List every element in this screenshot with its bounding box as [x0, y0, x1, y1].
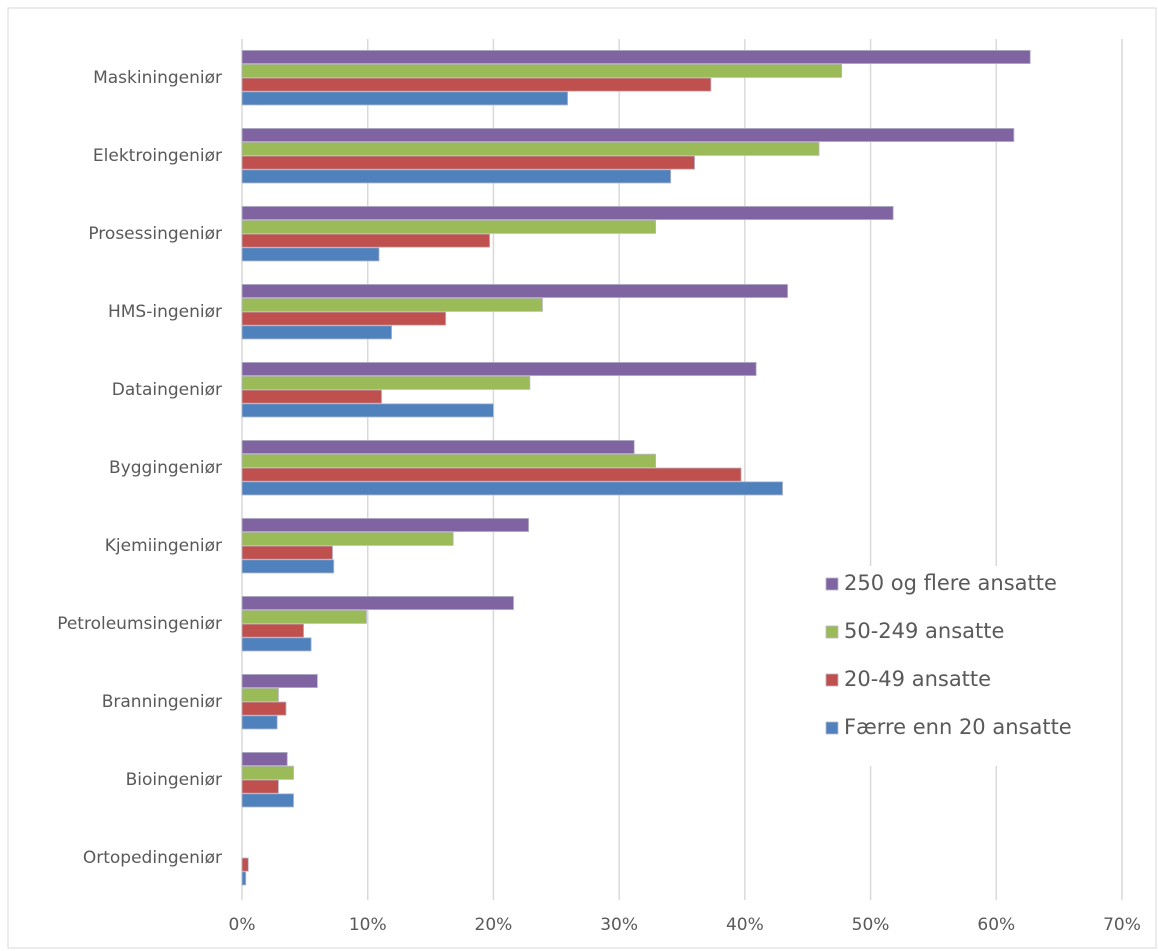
y-tick-label: Ortopedingeniør	[83, 848, 222, 868]
bar	[241, 233, 491, 248]
x-tick-label: 20%	[475, 915, 513, 935]
y-tick-label: Dataingeniør	[112, 380, 222, 400]
legend-label: 20-49 ansatte	[844, 667, 991, 691]
y-tick-label: Petroleumsingeniør	[57, 614, 222, 634]
bar	[241, 779, 279, 794]
bar	[241, 793, 294, 808]
y-tick-label: Bioingeniør	[126, 770, 222, 790]
bar	[241, 545, 333, 560]
x-tick-label: 60%	[977, 915, 1015, 935]
bar	[241, 297, 543, 312]
bar	[241, 91, 569, 106]
bar	[241, 311, 447, 326]
y-tick-label: Byggingeniør	[109, 458, 222, 478]
x-tick-label: 40%	[726, 915, 764, 935]
bar	[241, 439, 635, 454]
bar	[241, 219, 657, 234]
bar	[241, 141, 820, 156]
bar	[241, 871, 247, 886]
legend-swatch	[825, 721, 839, 735]
bar	[241, 765, 294, 780]
bar	[241, 481, 783, 496]
x-tick-label: 0%	[229, 915, 256, 935]
bar	[241, 283, 788, 298]
bar	[241, 63, 843, 78]
bar	[241, 701, 287, 716]
legend-box	[812, 566, 1102, 766]
x-tick-label: 50%	[852, 915, 890, 935]
bar	[241, 467, 742, 482]
bar	[241, 687, 279, 702]
legend-swatch	[825, 577, 839, 591]
bar	[241, 361, 757, 376]
y-tick-label: Maskiningeniør	[93, 68, 222, 88]
y-tick-label: Kjemiingeniør	[105, 536, 222, 556]
y-tick-label: HMS-ingeniør	[108, 302, 222, 322]
bar	[241, 559, 335, 574]
bar	[241, 453, 657, 468]
bar	[241, 375, 531, 390]
bar	[241, 50, 1031, 65]
x-tick-label: 10%	[349, 915, 387, 935]
bar	[241, 531, 454, 546]
legend-swatch	[825, 673, 839, 687]
legend-label: Færre enn 20 ansatte	[844, 715, 1072, 739]
bar	[241, 389, 382, 404]
bar	[241, 77, 712, 92]
y-tick-label: Branningeniør	[102, 692, 222, 712]
x-tick-label: 30%	[600, 915, 638, 935]
bar	[241, 674, 318, 689]
legend-swatch	[825, 625, 839, 639]
bar	[241, 637, 312, 652]
bar	[241, 752, 288, 767]
bar	[241, 609, 367, 624]
bar	[241, 155, 695, 170]
bar	[241, 247, 380, 262]
bar	[241, 623, 304, 638]
legend-label: 50-249 ansatte	[844, 619, 1004, 643]
bar	[241, 715, 278, 730]
y-tick-label: Prosessingeniør	[88, 224, 222, 244]
bar	[241, 127, 1015, 142]
x-tick-label: 70%	[1103, 915, 1141, 935]
bar	[241, 205, 894, 220]
bar	[241, 325, 393, 340]
legend-label: 250 og flere ansatte	[844, 571, 1057, 595]
bar	[241, 169, 672, 184]
y-tick-label: Elektroingeniør	[93, 146, 222, 166]
bar	[241, 857, 249, 872]
bar	[241, 403, 494, 418]
bar	[241, 596, 514, 611]
bar	[241, 518, 530, 533]
